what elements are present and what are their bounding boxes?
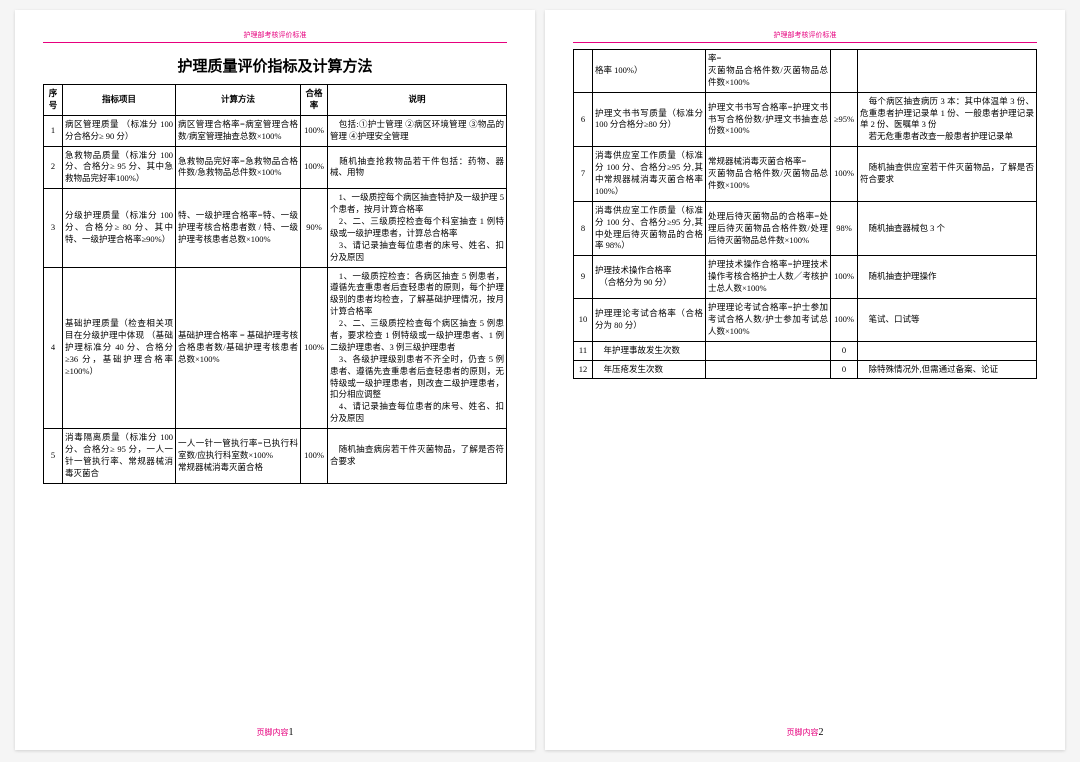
cell-rate: 100% bbox=[831, 256, 858, 299]
cell-rate: 100% bbox=[831, 147, 858, 202]
cell-desc: 1、一级质控检查：各病区抽查 5 例患者，遵循先查重患者后查轻患者的原则，每个护… bbox=[328, 267, 507, 429]
cell-seq bbox=[574, 50, 593, 93]
cell-desc: 包括:①护士管理 ②病区环境管理 ③物品的管理 ④护理安全管理 bbox=[328, 115, 507, 146]
table-header-row: 序号 指标项目 计算方法 合格率 说明 bbox=[44, 85, 507, 116]
cell-desc: 随机抽查器械包 3 个 bbox=[858, 201, 1037, 256]
cell-rate: 100% bbox=[301, 267, 328, 429]
page-title: 护理质量评价指标及计算方法 bbox=[43, 55, 507, 76]
cell-desc: 每个病区抽查病历 3 本：其中体温单 3 份、危重患者护理记录单 1 份、一般患… bbox=[858, 92, 1037, 147]
cell-rate: 100% bbox=[831, 299, 858, 342]
cell-seq: 1 bbox=[44, 115, 63, 146]
cell-desc: 笔试、口试等 bbox=[858, 299, 1037, 342]
table-row: 格率 100%）率=灭菌物品合格件数/灭菌物品总件数×100% bbox=[574, 50, 1037, 93]
page-number: 1 bbox=[289, 727, 294, 738]
table-row: 1病区管理质量 （标准分 100 分合格分≥ 90 分）病区管理合格率=病室管理… bbox=[44, 115, 507, 146]
cell-desc: 随机抽查供应室若干件灭菌物品，了解是否符合要求 bbox=[858, 147, 1037, 202]
cell-calc bbox=[706, 360, 831, 379]
table-row: 10护理理论考试合格率（合格分为 80 分）护理理论考试合格率=护士参加考试合格… bbox=[574, 299, 1037, 342]
col-calc-header: 计算方法 bbox=[176, 85, 301, 116]
col-item-header: 指标项目 bbox=[63, 85, 176, 116]
cell-calc: 护理理论考试合格率=护士参加考试合格人数/护士参加考试总人数×100% bbox=[706, 299, 831, 342]
cell-item: 年护理事故发生次数 bbox=[593, 341, 706, 360]
cell-desc: 随机抽查护理操作 bbox=[858, 256, 1037, 299]
page-number: 2 bbox=[819, 727, 824, 738]
page-header: 护理部考核评价标准 bbox=[43, 30, 507, 43]
cell-item: 分级护理质量（标准分 100 分、合格分≥ 80 分、其中特、一级护理合格率≥9… bbox=[63, 189, 176, 267]
cell-seq: 10 bbox=[574, 299, 593, 342]
table-row: 4基础护理质量（检查相关项目在分级护理中体现 （基础护理标准分 40 分、合格分… bbox=[44, 267, 507, 429]
col-desc-header: 说明 bbox=[328, 85, 507, 116]
table-row: 3分级护理质量（标准分 100 分、合格分≥ 80 分、其中特、一级护理合格率≥… bbox=[44, 189, 507, 267]
cell-item: 消毒供应室工作质量（标准分 100 分、合格分≥95 分,其中处理后待灭菌物品的… bbox=[593, 201, 706, 256]
cell-item: 急救物品质量（标准分 100 分、合格分≥ 95 分、其中急救物品完好率100%… bbox=[63, 146, 176, 189]
table-row: 12 年压疮发生次数 0 除特殊情况外,但需通过备案、论证 bbox=[574, 360, 1037, 379]
cell-rate: 98% bbox=[831, 201, 858, 256]
cell-desc: 随机抽查病房若干件灭菌物品，了解是否符合要求 bbox=[328, 429, 507, 484]
cell-seq: 5 bbox=[44, 429, 63, 484]
cell-item: 护理文书书写质量（标准分 100 分合格分≥80 分） bbox=[593, 92, 706, 147]
cell-item: 护理技术操作合格率 （合格分为 90 分） bbox=[593, 256, 706, 299]
cell-item: 消毒隔离质量（标准分 100 分、合格分≥ 95 分，一人一针一管执行率、常规器… bbox=[63, 429, 176, 484]
cell-seq: 7 bbox=[574, 147, 593, 202]
table-row: 9护理技术操作合格率 （合格分为 90 分）护理技术操作合格率=护理技术操作考核… bbox=[574, 256, 1037, 299]
cell-calc: 护理文书书写合格率=护理文书书写合格份数/护理文书抽查总份数×100% bbox=[706, 92, 831, 147]
cell-calc: 率=灭菌物品合格件数/灭菌物品总件数×100% bbox=[706, 50, 831, 93]
cell-desc bbox=[858, 341, 1037, 360]
cell-seq: 9 bbox=[574, 256, 593, 299]
col-seq-header: 序号 bbox=[44, 85, 63, 116]
main-table-1: 序号 指标项目 计算方法 合格率 说明 1病区管理质量 （标准分 100 分合格… bbox=[43, 84, 507, 484]
cell-item: 消毒供应室工作质量（标准分 100 分、合格分≥95 分,其中常规器械消毒灭菌合… bbox=[593, 147, 706, 202]
footer-label: 页脚内容 bbox=[787, 728, 819, 737]
table-row: 5消毒隔离质量（标准分 100 分、合格分≥ 95 分，一人一针一管执行率、常规… bbox=[44, 429, 507, 484]
col-rate-header: 合格率 bbox=[301, 85, 328, 116]
cell-seq: 8 bbox=[574, 201, 593, 256]
cell-seq: 12 bbox=[574, 360, 593, 379]
cell-rate: 0 bbox=[831, 360, 858, 379]
page-2: 护理部考核评价标准 格率 100%）率=灭菌物品合格件数/灭菌物品总件数×100… bbox=[545, 10, 1065, 750]
cell-calc: 急救物品完好率=急救物品合格件数/急救物品总件数×100% bbox=[176, 146, 301, 189]
cell-seq: 6 bbox=[574, 92, 593, 147]
table-row: 8消毒供应室工作质量（标准分 100 分、合格分≥95 分,其中处理后待灭菌物品… bbox=[574, 201, 1037, 256]
cell-rate: 90% bbox=[301, 189, 328, 267]
cell-seq: 11 bbox=[574, 341, 593, 360]
page-header: 护理部考核评价标准 bbox=[573, 30, 1037, 43]
cell-rate: 0 bbox=[831, 341, 858, 360]
cell-rate: 100% bbox=[301, 115, 328, 146]
cell-calc: 病区管理合格率=病室管理合格数/病室管理抽查总数×100% bbox=[176, 115, 301, 146]
table-body-1: 1病区管理质量 （标准分 100 分合格分≥ 90 分）病区管理合格率=病室管理… bbox=[44, 115, 507, 483]
page-footer-1: 页脚内容1 bbox=[43, 727, 507, 742]
cell-rate bbox=[831, 50, 858, 93]
page-footer-2: 页脚内容2 bbox=[573, 727, 1037, 742]
cell-calc: 常规器械消毒灭菌合格率=灭菌物品合格件数/灭菌物品总件数×100% bbox=[706, 147, 831, 202]
cell-item: 护理理论考试合格率（合格分为 80 分） bbox=[593, 299, 706, 342]
cell-seq: 3 bbox=[44, 189, 63, 267]
cell-seq: 2 bbox=[44, 146, 63, 189]
cell-desc: 1、一级质控每个病区抽查特护及一级护理 5 个患者，按月计算合格率 2、二、三级… bbox=[328, 189, 507, 267]
cell-rate: 100% bbox=[301, 429, 328, 484]
cell-desc bbox=[858, 50, 1037, 93]
cell-calc: 基础护理合格率 = 基础护理考核合格患者数/基础护理考核患者总数×100% bbox=[176, 267, 301, 429]
page-1: 护理部考核评价标准 护理质量评价指标及计算方法 序号 指标项目 计算方法 合格率… bbox=[15, 10, 535, 750]
table-row: 7消毒供应室工作质量（标准分 100 分、合格分≥95 分,其中常规器械消毒灭菌… bbox=[574, 147, 1037, 202]
cell-calc: 特、一级护理合格率=特、一级护理考核合格患者数 / 特、一级护理考核患者总数×1… bbox=[176, 189, 301, 267]
main-table-2: 格率 100%）率=灭菌物品合格件数/灭菌物品总件数×100%6护理文书书写质量… bbox=[573, 49, 1037, 379]
cell-desc: 除特殊情况外,但需通过备案、论证 bbox=[858, 360, 1037, 379]
cell-desc: 随机抽查抢救物品若干件包括：药物、器械、用物 bbox=[328, 146, 507, 189]
cell-item: 格率 100%） bbox=[593, 50, 706, 93]
cell-rate: 100% bbox=[301, 146, 328, 189]
cell-rate: ≥95% bbox=[831, 92, 858, 147]
cell-item: 基础护理质量（检查相关项目在分级护理中体现 （基础护理标准分 40 分、合格分≥… bbox=[63, 267, 176, 429]
cell-calc bbox=[706, 341, 831, 360]
table-body-2: 格率 100%）率=灭菌物品合格件数/灭菌物品总件数×100%6护理文书书写质量… bbox=[574, 50, 1037, 379]
cell-item: 病区管理质量 （标准分 100 分合格分≥ 90 分） bbox=[63, 115, 176, 146]
table-row: 2急救物品质量（标准分 100 分、合格分≥ 95 分、其中急救物品完好率100… bbox=[44, 146, 507, 189]
footer-label: 页脚内容 bbox=[257, 728, 289, 737]
table-row: 11 年护理事故发生次数 0 bbox=[574, 341, 1037, 360]
cell-calc: 护理技术操作合格率=护理技术操作考核合格护士人数／考核护士总人数×100% bbox=[706, 256, 831, 299]
table-row: 6护理文书书写质量（标准分 100 分合格分≥80 分）护理文书书写合格率=护理… bbox=[574, 92, 1037, 147]
cell-seq: 4 bbox=[44, 267, 63, 429]
cell-item: 年压疮发生次数 bbox=[593, 360, 706, 379]
cell-calc: 一人一针一管执行率=已执行科室数/应执行科室数×100%常规器械消毒灭菌合格 bbox=[176, 429, 301, 484]
cell-calc: 处理后待灭菌物品的合格率=处理后待灭菌物品合格件数/处理后待灭菌物品总件数×10… bbox=[706, 201, 831, 256]
